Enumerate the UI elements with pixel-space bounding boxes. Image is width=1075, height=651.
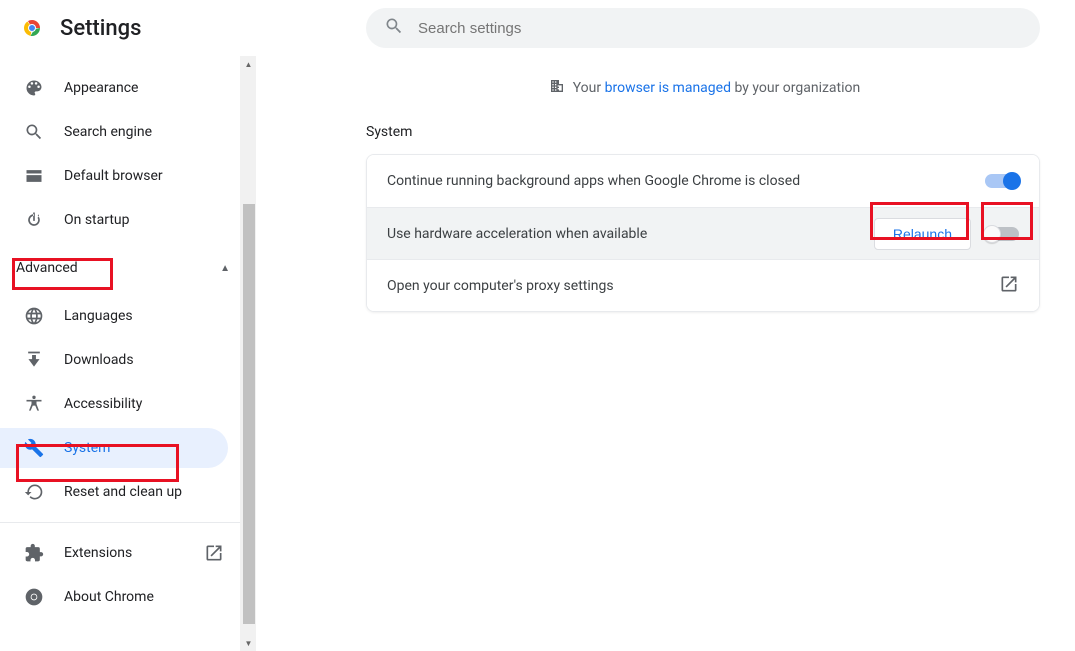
managed-link[interactable]: browser is managed [605, 80, 731, 96]
section-heading: System [366, 124, 1043, 140]
sidebar-item-label: Reset and clean up [64, 484, 182, 500]
row-label: Continue running background apps when Go… [387, 173, 985, 189]
row-label: Open your computer's proxy settings [387, 278, 999, 294]
search-input[interactable] [418, 20, 1022, 37]
sidebar-header: Settings [0, 0, 256, 56]
search-icon [24, 122, 44, 142]
search-bar[interactable] [366, 8, 1040, 48]
sidebar-item-system[interactable]: System [0, 428, 228, 468]
globe-icon [24, 306, 44, 326]
sidebar-item-label: Accessibility [64, 396, 142, 412]
sidebar-item-label: Languages [64, 308, 133, 324]
wrench-icon [24, 438, 44, 458]
sidebar-item-label: Default browser [64, 168, 163, 184]
building-icon [549, 78, 565, 98]
extension-icon [24, 543, 44, 563]
sidebar-item-label: On startup [64, 212, 130, 228]
chrome-icon [24, 587, 44, 607]
sidebar-item-label: Extensions [64, 545, 132, 561]
sidebar-item-languages[interactable]: Languages [0, 296, 228, 336]
sidebar-item-label: System [64, 440, 110, 456]
chrome-logo-icon [20, 16, 44, 40]
scrollbar[interactable]: ▲ ▼ [240, 56, 256, 651]
sidebar-item-label: Downloads [64, 352, 134, 368]
row-background-apps: Continue running background apps when Go… [367, 155, 1039, 207]
browser-icon [24, 166, 44, 186]
power-icon [24, 210, 44, 230]
restore-icon [24, 482, 44, 502]
open-external-icon [204, 543, 224, 563]
palette-icon [24, 78, 44, 98]
accessibility-icon [24, 394, 44, 414]
toggle-hardware-accel[interactable] [985, 227, 1019, 241]
sidebar-item-appearance[interactable]: Appearance [0, 68, 228, 108]
sidebar-item-on-startup[interactable]: On startup [0, 200, 228, 240]
main-content: Your browser is managed by your organiza… [256, 0, 1075, 651]
sidebar-item-reset[interactable]: Reset and clean up [0, 472, 228, 512]
open-external-icon [999, 274, 1019, 298]
managed-text: Your browser is managed by your organiza… [573, 80, 861, 96]
search-icon [384, 16, 404, 40]
row-proxy[interactable]: Open your computer's proxy settings [367, 259, 1039, 311]
sidebar-item-default-browser[interactable]: Default browser [0, 156, 228, 196]
managed-notice: Your browser is managed by your organiza… [366, 78, 1043, 98]
settings-card: Continue running background apps when Go… [366, 154, 1040, 312]
sidebar-item-downloads[interactable]: Downloads [0, 340, 228, 380]
sidebar-item-label: Appearance [64, 80, 138, 96]
scroll-up-button[interactable]: ▲ [241, 56, 256, 72]
sidebar-item-extensions[interactable]: Extensions [0, 533, 228, 573]
row-label: Use hardware acceleration when available [387, 226, 874, 242]
section-label: Advanced [16, 260, 78, 276]
scrollbar-thumb[interactable] [243, 204, 255, 624]
sidebar-item-accessibility[interactable]: Accessibility [0, 384, 228, 424]
sidebar: Settings Appearance Search engine Defaul… [0, 0, 256, 651]
sidebar-item-label: Search engine [64, 124, 152, 140]
sidebar-nav: Appearance Search engine Default browser… [0, 56, 256, 651]
toggle-background-apps[interactable] [985, 174, 1019, 188]
download-icon [24, 350, 44, 370]
sidebar-item-search-engine[interactable]: Search engine [0, 112, 228, 152]
row-hardware-accel: Use hardware acceleration when available… [367, 207, 1039, 259]
page-title: Settings [60, 16, 141, 41]
sidebar-item-label: About Chrome [64, 589, 154, 605]
divider [0, 522, 256, 523]
relaunch-button[interactable]: Relaunch [874, 218, 971, 250]
scroll-down-button[interactable]: ▼ [241, 635, 256, 651]
sidebar-section-advanced[interactable]: Advanced ▲ [0, 244, 256, 292]
sidebar-item-about[interactable]: About Chrome [0, 577, 228, 617]
chevron-up-icon: ▲ [220, 263, 230, 274]
